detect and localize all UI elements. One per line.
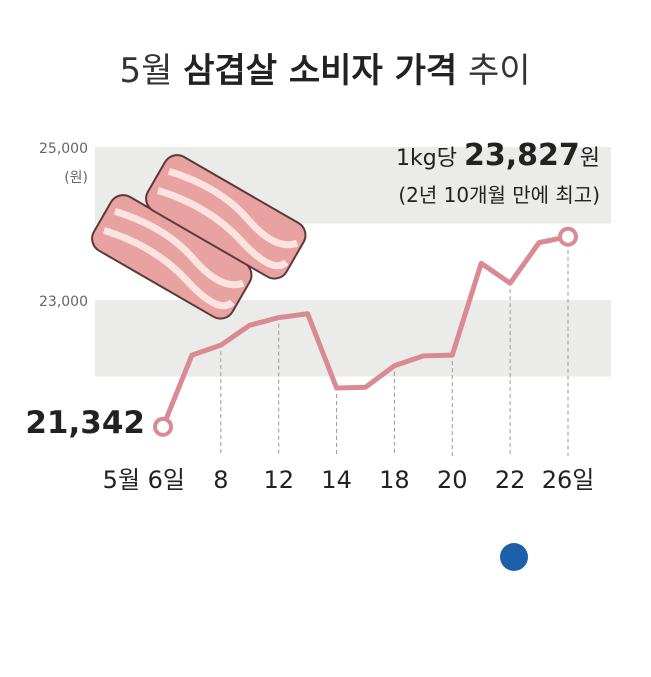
end-point: [558, 226, 578, 247]
end-point: [153, 416, 173, 437]
title-main: 삼겹살 소비자 가격: [183, 51, 457, 91]
chart-title: 5월 삼겹살 소비자 가격 추이: [119, 51, 530, 91]
title-prefix: 5월: [119, 51, 172, 91]
grid-band: [95, 300, 611, 377]
x-tick-label: 22: [495, 466, 526, 494]
bacon-illustration: [91, 154, 307, 320]
annotation-prefix: 1kg당: [396, 146, 457, 171]
y-unit: (원): [64, 170, 88, 186]
end-value-label: 23,827: [464, 138, 580, 173]
y-tick-label: 25,000: [39, 141, 88, 157]
annotation: 1kg당 23,827원: [396, 138, 600, 173]
x-tick-label: 26일: [542, 466, 595, 494]
x-tick-label: 12: [263, 466, 294, 494]
x-tick-label: 5월 6일: [103, 466, 185, 494]
x-tick-label: 14: [321, 466, 352, 494]
y-tick-label: 23,000: [39, 294, 88, 310]
annotation-note: (2년 10개월 만에 최고): [398, 183, 600, 207]
price-line: [160, 234, 569, 428]
logo-icon: [500, 543, 528, 571]
x-tick-label: 18: [379, 466, 410, 494]
title-suffix: 추이: [468, 51, 531, 91]
start-value-label: 21,342: [25, 405, 145, 441]
x-tick-label: 8: [213, 466, 228, 494]
annotation-unit: 원: [580, 146, 600, 171]
x-tick-label: 20: [437, 466, 468, 494]
